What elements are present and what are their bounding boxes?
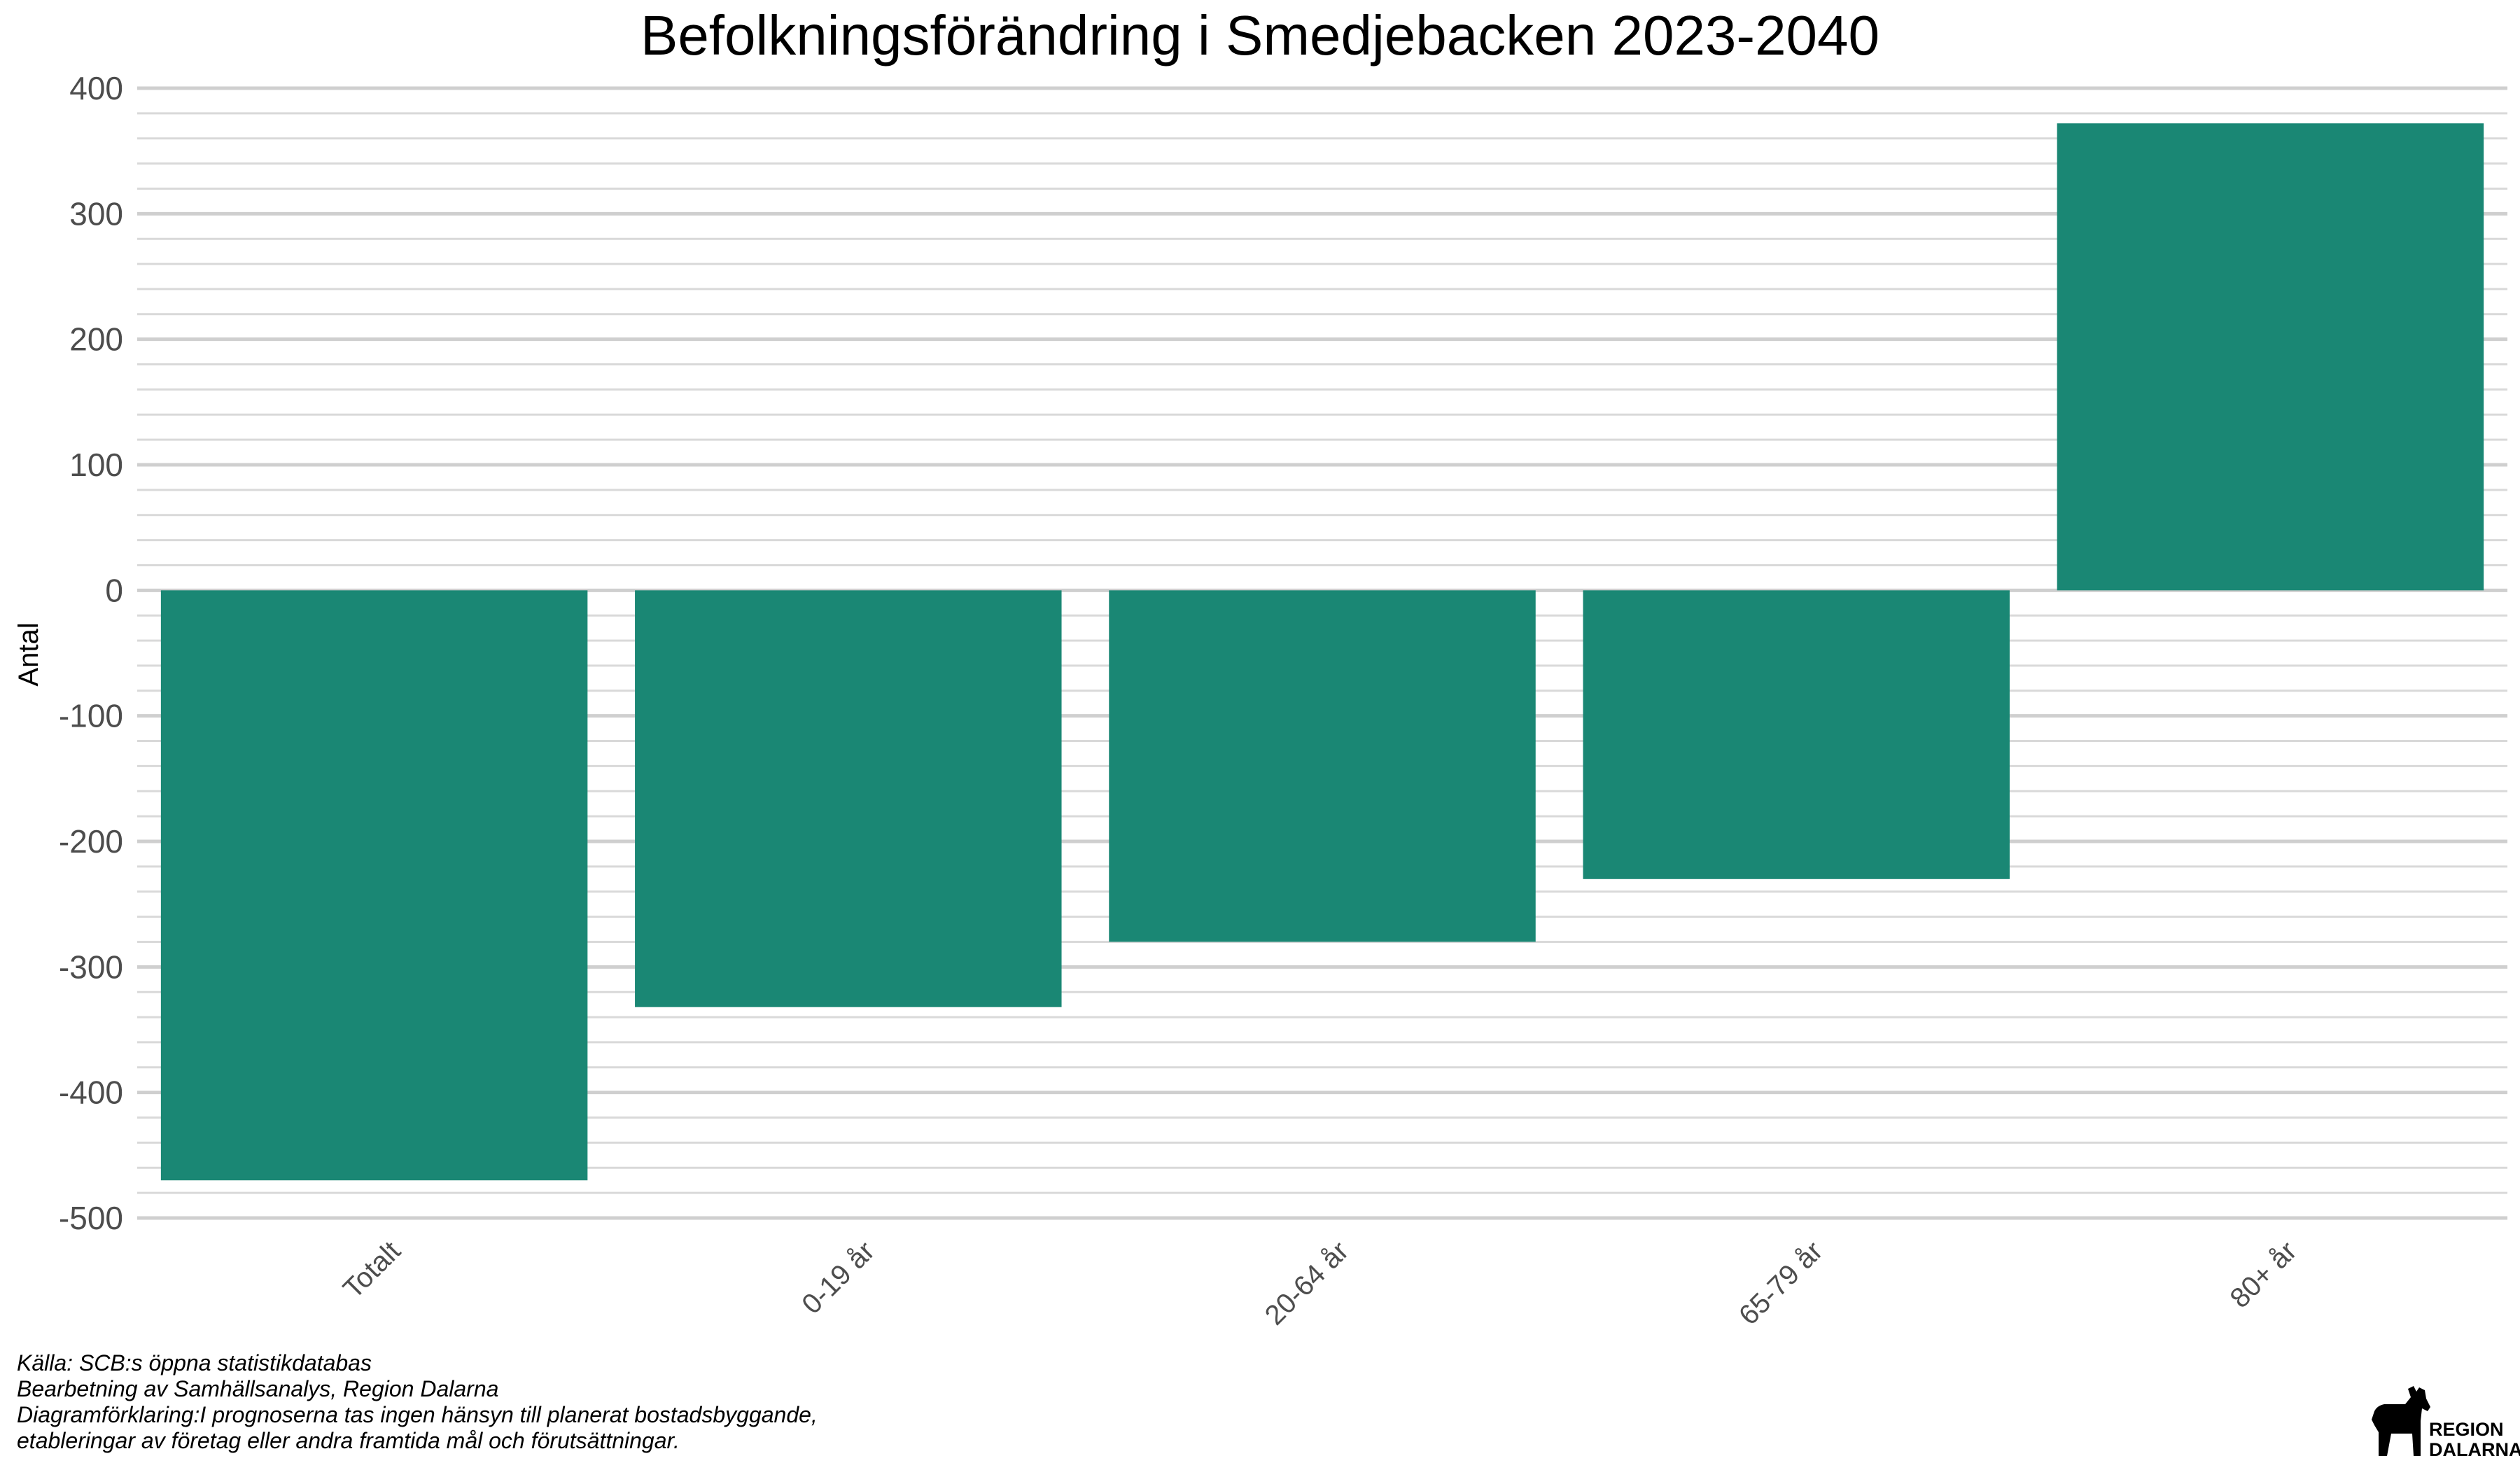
- caption-line: Bearbetning av Samhällsanalys, Region Da…: [17, 1376, 498, 1401]
- logo-text-line: REGION: [2429, 1419, 2504, 1440]
- x-tick-label: 80+ år: [2224, 1236, 2302, 1314]
- y-tick-label: 100: [69, 447, 123, 483]
- y-tick-label: 300: [69, 195, 123, 232]
- bar: [1583, 590, 2010, 879]
- dala-horse-icon: [2372, 1386, 2430, 1456]
- caption-line: Källa: SCB:s öppna statistikdatabas: [17, 1350, 372, 1376]
- x-tick-label: 20-64 år: [1259, 1236, 1354, 1331]
- chart-title: Befolkningsförändring i Smedjebacken 202…: [640, 4, 1879, 66]
- y-tick-label: -300: [59, 948, 123, 985]
- x-tick-labels: Totalt 0-19 år 20-64 år 65-79 år 80+ år: [337, 1236, 2303, 1331]
- bar: [2057, 123, 2484, 591]
- y-tick-label: -200: [59, 823, 123, 860]
- bar: [635, 590, 1062, 1007]
- y-tick-label: -500: [59, 1200, 123, 1236]
- bar: [1109, 590, 1536, 942]
- x-tick-label: Totalt: [337, 1236, 407, 1305]
- y-tick-label: -400: [59, 1074, 123, 1111]
- x-tick-label: 65-79 år: [1733, 1236, 1828, 1331]
- y-tick-label: 400: [69, 70, 123, 106]
- y-axis-label: Antal: [13, 622, 44, 686]
- bars: [160, 123, 2484, 1181]
- caption: Källa: SCB:s öppna statistikdatabas Bear…: [17, 1350, 818, 1453]
- y-tick-label: -100: [59, 698, 123, 734]
- y-tick-label: 0: [105, 572, 123, 608]
- logo-text-line: DALARNA: [2429, 1439, 2520, 1460]
- caption-line: Diagramförklaring:I prognoserna tas inge…: [17, 1402, 818, 1427]
- x-tick-label: 0-19 år: [796, 1236, 881, 1320]
- y-tick-label: 200: [69, 321, 123, 358]
- bar: [160, 590, 588, 1181]
- y-tick-labels: -500 -400 -300 -200 -100 0 100 200 300 400: [59, 70, 123, 1236]
- region-dalarna-logo: REGION DALARNA: [2372, 1386, 2520, 1460]
- caption-line: etableringar av företag eller andra fram…: [17, 1428, 680, 1453]
